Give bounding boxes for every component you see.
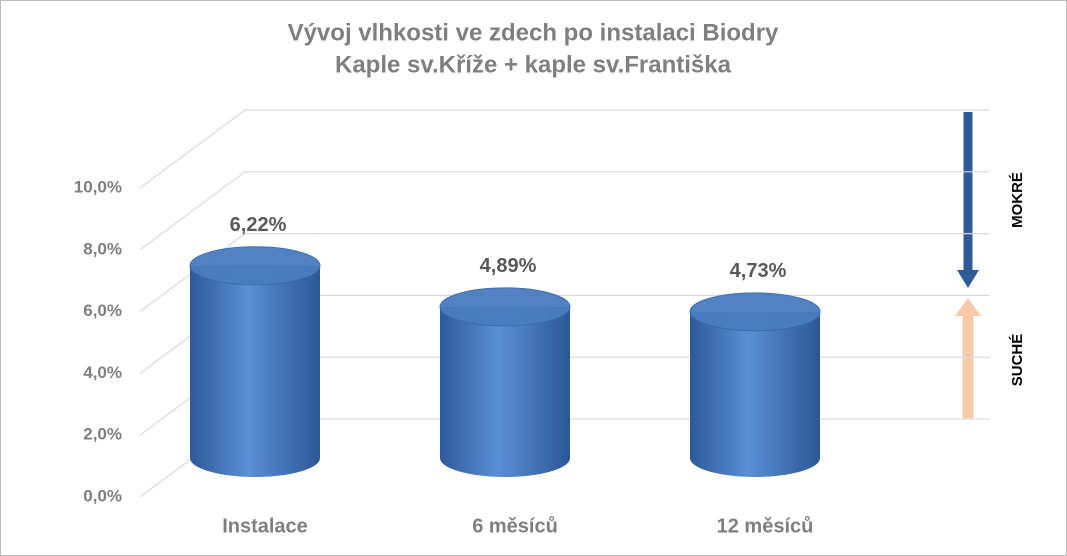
value-label: 4,73% [730,260,787,282]
bar [439,287,571,477]
bar-body [690,311,820,477]
grid-line [139,233,990,313]
y-tick-label: 10,0% [74,177,122,196]
grid-line [139,171,990,251]
y-tick-label: 6,0% [83,301,122,320]
grid-line [139,109,990,189]
bar-top [689,292,821,332]
y-tick-label: 8,0% [83,239,122,258]
chart-title: Vývoj vlhkosti ve zdech po instalaci Bio… [288,19,779,46]
arrow-dry-head [955,298,981,316]
annotation: MOKRÉ [1009,172,1026,228]
bar-top [439,287,571,327]
bar [689,292,821,477]
bar-body [440,306,570,477]
bar [189,246,321,477]
x-tick-label: 12 měsíců [717,515,814,537]
bar-body [190,265,320,477]
arrow-wet-head [957,270,979,288]
x-tick-label: 6 měsíců [472,515,558,537]
bar-top [189,246,321,286]
y-tick-label: 4,0% [83,363,122,382]
y-tick-label: 2,0% [83,425,122,444]
chart-subtitle: Kaple sv.Kříže + kaple sv.Františka [335,51,732,78]
value-label: 4,89% [480,255,537,277]
y-tick-label: 0,0% [83,486,122,505]
value-label: 6,22% [230,214,287,236]
annotation: SUCHÉ [1009,334,1026,387]
x-tick-label: Instalace [222,515,308,537]
